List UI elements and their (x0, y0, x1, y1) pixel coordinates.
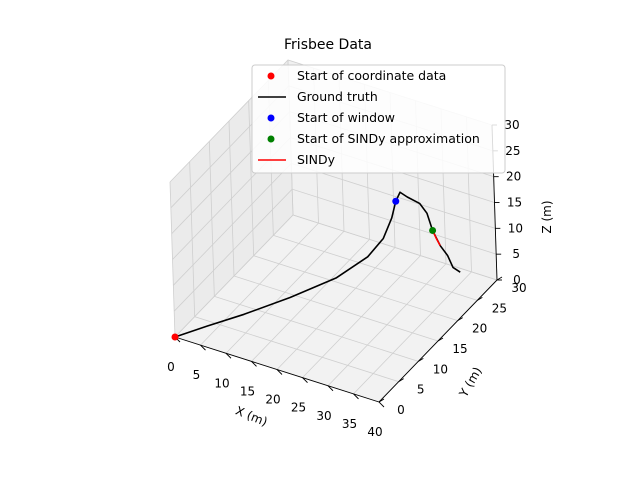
y-tick-mark (457, 317, 463, 322)
legend-marker-start-sindy (267, 135, 275, 143)
z-tick-label: 0 (513, 273, 521, 287)
y-tick-label: 5 (417, 383, 425, 397)
x-tick-label: 15 (240, 384, 255, 398)
series-line-ground-truth (174, 191, 461, 338)
series-point-start-of-sindy-approximation (429, 226, 437, 234)
x-tick-mark (225, 352, 232, 359)
x-tick-mark (327, 385, 334, 392)
y-tick-label: 15 (452, 342, 467, 356)
y-tick-label: 30 (511, 281, 526, 295)
y-tick-mark (398, 378, 404, 383)
x-tick-label: 10 (214, 376, 229, 390)
y-tick-mark (496, 276, 503, 281)
y-tick-mark (418, 357, 424, 362)
z-grid-line (174, 214, 498, 338)
legend-marker-start-coord (267, 72, 275, 80)
x-tick-mark (251, 361, 257, 367)
z-tick-label: 30 (504, 118, 519, 132)
legend-frame (251, 64, 506, 174)
z-grid-line (173, 188, 497, 312)
legend-label-start-coord: Start of coordinate data (297, 68, 446, 83)
legend-label-ground-truth: Ground truth (297, 89, 378, 104)
x-axis-label: X (m) (234, 404, 270, 429)
chart-title: Frisbee Data (284, 37, 372, 53)
x-tick-label: 30 (316, 409, 331, 423)
x-tick-label: 0 (167, 360, 175, 374)
z-tick-label: 15 (507, 196, 522, 210)
x-tick-mark (276, 369, 283, 375)
legend-label-start-sindy: Start of SINDy approximation (297, 131, 480, 146)
x-tick-label: 35 (342, 417, 357, 431)
x-tick-label: 40 (367, 425, 382, 439)
y-axis-label: Y (m) (456, 365, 485, 401)
z-tick-label: 10 (508, 221, 523, 235)
y-tick-mark (437, 337, 444, 342)
y-tick-label: 25 (492, 301, 507, 315)
y-tick-mark (477, 296, 483, 301)
z-tick-label: 5 (512, 247, 520, 261)
x-tick-mark (353, 393, 359, 400)
z-axis-label: Z (m) (540, 200, 554, 233)
z-tick-label: 20 (506, 170, 521, 184)
x-tick-mark (200, 344, 206, 351)
legend-label-start-window: Start of window (297, 110, 395, 125)
x-tick-mark (302, 377, 308, 383)
plot-series (171, 191, 461, 341)
legend-label-sindy: SINDy (297, 152, 336, 167)
series-point-start-of-window (392, 197, 400, 205)
x-tick-label: 20 (265, 393, 280, 407)
y-tick-label: 20 (472, 322, 487, 336)
legend: Start of coordinate data Ground truth St… (251, 64, 506, 174)
series-point-start-of-coordinate-data (171, 333, 179, 341)
y-tick-label: 10 (433, 362, 448, 376)
y-tick-mark (378, 398, 385, 403)
x-tick-mark (378, 401, 385, 408)
x-tick-label: 25 (291, 401, 306, 415)
legend-marker-start-window (267, 114, 275, 122)
y-tick-label: 0 (397, 403, 405, 417)
z-tick-label: 25 (505, 144, 520, 158)
x-tick-label: 5 (193, 368, 201, 382)
